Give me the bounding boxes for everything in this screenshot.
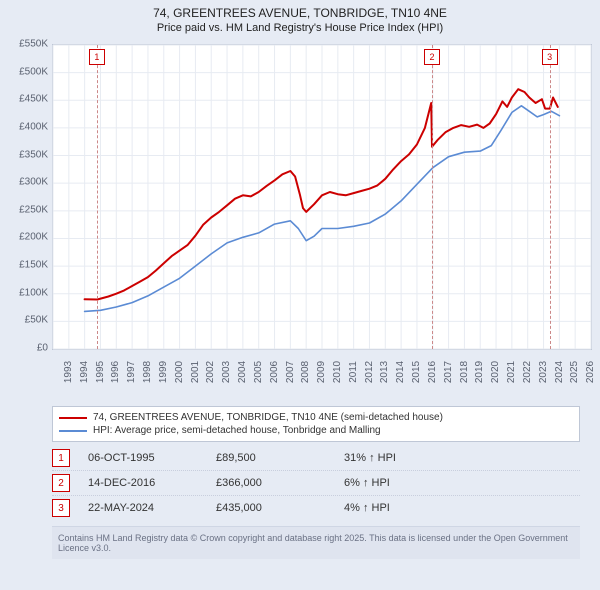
y-axis-label: £50K (0, 315, 48, 326)
x-axis-label: 2027 (568, 365, 600, 379)
sale-event-date: 14-DEC-2016 (88, 477, 198, 489)
legend-swatch (59, 430, 87, 432)
sale-event-price: £366,000 (216, 477, 326, 489)
chart-subtitle: Price paid vs. HM Land Registry's House … (0, 22, 600, 40)
sale-event-index: 2 (52, 474, 70, 492)
y-axis-label: £550K (0, 39, 48, 50)
attribution-footer: Contains HM Land Registry data © Crown c… (52, 526, 580, 559)
y-axis-label: £450K (0, 94, 48, 105)
sale-event-price: £435,000 (216, 502, 326, 514)
sale-event-date: 06-OCT-1995 (88, 452, 198, 464)
sale-event-row: 1 06-OCT-1995 £89,500 31% ↑ HPI (52, 446, 580, 470)
plot-region: 1 2 3 (52, 44, 592, 350)
y-axis-label: £150K (0, 260, 48, 271)
sale-events-table: 1 06-OCT-1995 £89,500 31% ↑ HPI 2 14-DEC-2016… (52, 446, 580, 520)
sale-event-price: £89,500 (216, 452, 326, 464)
chart-title: 74, GREENTREES AVENUE, TONBRIDGE, TN10 4… (0, 0, 600, 22)
sale-marker-line (97, 45, 98, 349)
y-axis-label: £400K (0, 121, 48, 132)
sale-event-delta: 6% ↑ HPI (344, 477, 454, 489)
y-axis-label: £500K (0, 66, 48, 77)
legend-swatch (59, 417, 87, 419)
y-axis-label: £300K (0, 177, 48, 188)
sale-marker-line (432, 45, 433, 349)
sale-marker-line (550, 45, 551, 349)
sale-event-date: 22-MAY-2024 (88, 502, 198, 514)
sale-event-row: 3 22-MAY-2024 £435,000 4% ↑ HPI (52, 495, 580, 520)
y-axis-label: £350K (0, 149, 48, 160)
legend-row: HPI: Average price, semi-detached house,… (59, 424, 573, 437)
sale-event-delta: 4% ↑ HPI (344, 502, 454, 514)
y-axis-label: £200K (0, 232, 48, 243)
sale-marker-box: 3 (542, 49, 558, 65)
sale-event-index: 3 (52, 499, 70, 517)
y-axis-label: £100K (0, 287, 48, 298)
chart-area: 1 2 3 £0 £50K £100K £150K £200K £250K £300K £350K… (0, 40, 600, 400)
legend: 74, GREENTREES AVENUE, TONBRIDGE, TN10 4… (52, 406, 580, 442)
chart-svg (53, 45, 591, 349)
y-axis-label: £0 (0, 343, 48, 354)
legend-label: 74, GREENTREES AVENUE, TONBRIDGE, TN10 4… (93, 412, 443, 423)
legend-row: 74, GREENTREES AVENUE, TONBRIDGE, TN10 4… (59, 411, 573, 424)
sale-marker-box: 2 (424, 49, 440, 65)
sale-event-delta: 31% ↑ HPI (344, 452, 454, 464)
sale-marker-box: 1 (89, 49, 105, 65)
legend-label: HPI: Average price, semi-detached house,… (93, 425, 381, 436)
y-axis-label: £250K (0, 204, 48, 215)
sale-event-row: 2 14-DEC-2016 £366,000 6% ↑ HPI (52, 470, 580, 495)
sale-event-index: 1 (52, 449, 70, 467)
